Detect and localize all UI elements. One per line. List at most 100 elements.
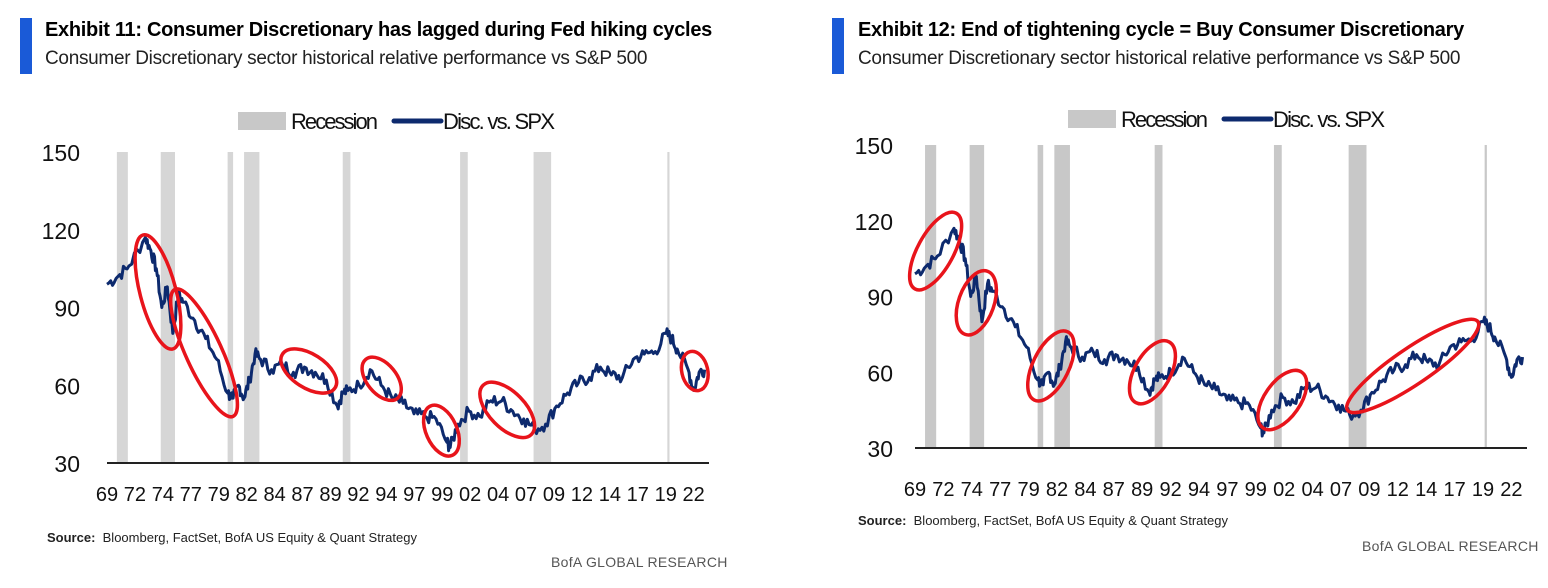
x-tick-label: 99 (1245, 479, 1267, 501)
x-tick-label: 87 (291, 484, 313, 506)
recession-band (227, 152, 234, 463)
y-tick-label: 60 (54, 373, 80, 399)
y-tick-label: 90 (867, 285, 893, 311)
x-tick-label: 17 (627, 484, 649, 506)
x-tick-label: 82 (1046, 479, 1068, 501)
highlight-ellipse (360, 355, 404, 403)
x-tick-label: 69 (96, 484, 118, 506)
x-tick-label: 22 (1500, 479, 1522, 501)
x-tick-label: 09 (543, 484, 565, 506)
legend-recession-label: Recession (291, 109, 378, 134)
recession-band (1154, 145, 1163, 448)
source-text: Bloomberg, FactSet, BofA US Equity & Qua… (913, 513, 1228, 528)
recession-band (460, 152, 468, 463)
x-tick-label: 84 (263, 484, 285, 506)
highlight-ellipse (421, 403, 462, 458)
x-tick-label: 69 (904, 479, 926, 501)
recession-band (1484, 145, 1487, 448)
y-tick-label: 60 (867, 360, 893, 386)
legend-recession-swatch (238, 112, 286, 130)
x-tick-label: 19 (655, 484, 677, 506)
y-tick-label: 120 (855, 209, 893, 235)
highlight-ellipse (168, 287, 240, 419)
y-tick-label: 90 (54, 296, 80, 322)
accent-bar-left (20, 18, 32, 74)
highlight-ellipse (907, 210, 964, 292)
chart-subtitle-right: Consumer Discretionary sector historical… (858, 48, 1461, 69)
x-tick-label: 74 (961, 479, 983, 501)
recession-band (533, 152, 552, 463)
highlight-ellipse (1127, 338, 1178, 406)
x-tick-label: 74 (152, 484, 174, 506)
highlight-ellipse (1344, 317, 1481, 415)
x-tick-label: 89 (319, 484, 341, 506)
x-tick-label: 99 (431, 484, 453, 506)
x-tick-label: 92 (1159, 479, 1181, 501)
recession-band (160, 152, 175, 463)
x-tick-label: 17 (1443, 479, 1465, 501)
recession-band (969, 145, 985, 448)
source-label: Source: (47, 530, 96, 545)
chart-title-right: Exhibit 12: End of tightening cycle = Bu… (858, 19, 1464, 41)
x-tick-label: 07 (1330, 479, 1352, 501)
recession-band (342, 152, 351, 463)
recession-band (925, 145, 937, 448)
y-tick-label: 150 (42, 140, 80, 166)
x-tick-label: 09 (1358, 479, 1380, 501)
y-tick-label: 30 (54, 451, 80, 477)
legend-line-label: Disc. vs. SPX (443, 109, 555, 134)
accent-bar-right (832, 18, 844, 74)
x-tick-label: 94 (1188, 479, 1210, 501)
x-tick-label: 97 (403, 484, 425, 506)
recession-band (1348, 145, 1367, 448)
highlight-ellipse (279, 347, 339, 395)
x-tick-label: 02 (459, 484, 481, 506)
x-tick-label: 77 (989, 479, 1011, 501)
recession-band (1037, 145, 1044, 448)
x-tick-label: 87 (1103, 479, 1125, 501)
chart-subtitle-left: Consumer Discretionary sector historical… (45, 48, 648, 69)
highlight-ellipse (1256, 368, 1309, 432)
legend-recession-swatch (1068, 110, 1116, 128)
highlight-ellipse (1025, 329, 1077, 403)
x-tick-label: 14 (599, 484, 621, 506)
x-tick-label: 04 (487, 484, 509, 506)
highlight-ellipse (478, 380, 537, 440)
disc-vs-spx-line (106, 236, 707, 453)
brand-right: BofA GLOBAL RESEARCH (1362, 538, 1539, 554)
x-tick-label: 12 (571, 484, 593, 506)
x-tick-label: 14 (1415, 479, 1437, 501)
recession-band (667, 152, 670, 463)
x-tick-label: 79 (1017, 479, 1039, 501)
x-tick-label: 84 (1074, 479, 1096, 501)
recession-band (116, 152, 128, 463)
recession-band (1273, 145, 1282, 448)
chart-title-left: Exhibit 11: Consumer Discretionary has l… (45, 19, 712, 41)
x-tick-label: 19 (1472, 479, 1494, 501)
x-tick-label: 22 (683, 484, 705, 506)
legend-line-label: Disc. vs. SPX (1273, 107, 1385, 132)
y-tick-label: 150 (855, 133, 893, 159)
disc-vs-spx-line (914, 226, 1525, 438)
y-tick-label: 30 (867, 436, 893, 462)
x-tick-label: 72 (932, 479, 954, 501)
x-tick-label: 92 (347, 484, 369, 506)
x-tick-label: 79 (208, 484, 230, 506)
highlight-ellipse (679, 349, 710, 393)
brand-left: BofA GLOBAL RESEARCH (551, 554, 728, 570)
recession-band (244, 152, 260, 463)
x-tick-label: 04 (1301, 479, 1323, 501)
x-tick-label: 94 (375, 484, 397, 506)
x-tick-label: 07 (515, 484, 537, 506)
x-tick-label: 82 (236, 484, 258, 506)
recession-band (1054, 145, 1070, 448)
x-tick-label: 02 (1273, 479, 1295, 501)
x-tick-label: 89 (1131, 479, 1153, 501)
source-text: Bloomberg, FactSet, BofA US Equity & Qua… (102, 530, 417, 545)
x-tick-label: 97 (1216, 479, 1238, 501)
x-tick-label: 77 (180, 484, 202, 506)
source-label: Source: (858, 513, 907, 528)
highlight-ellipse (954, 268, 999, 337)
x-tick-label: 12 (1387, 479, 1409, 501)
